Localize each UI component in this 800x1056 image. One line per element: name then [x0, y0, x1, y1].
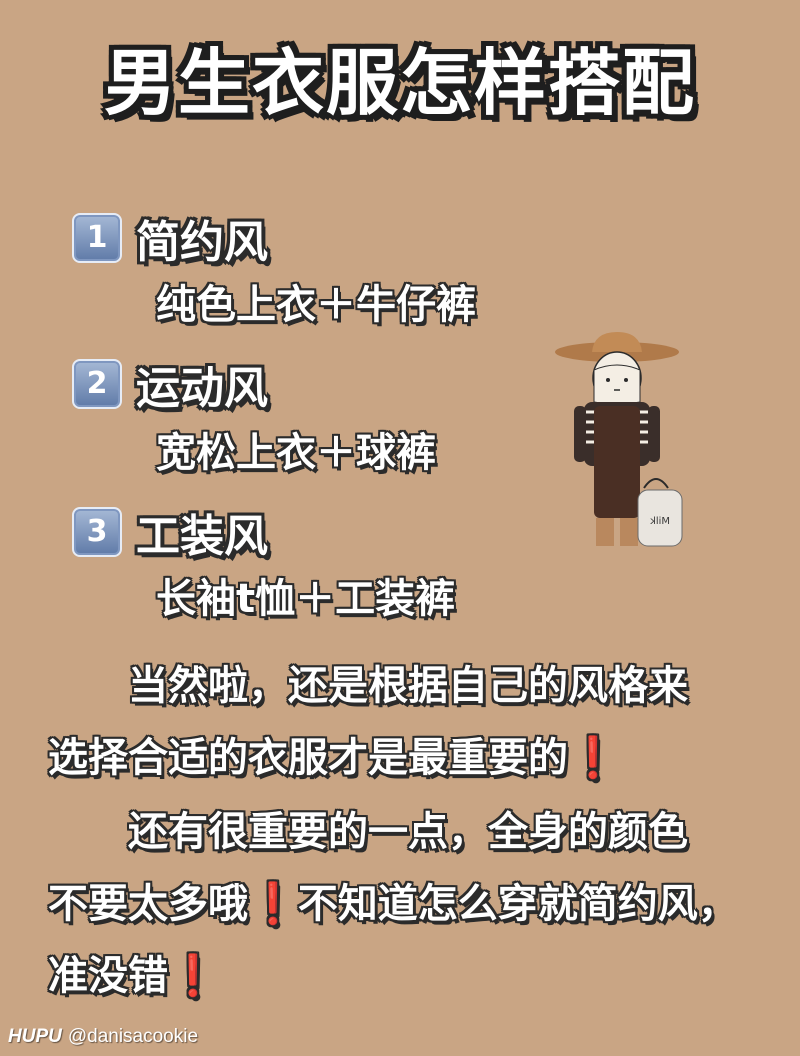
farmer-illustration: Milk: [552, 330, 692, 560]
paragraph-1-line-2-text: 选择合适的衣服才是最重要的: [48, 735, 568, 781]
paragraph-2-line-2a: 不要太多哦: [48, 881, 248, 927]
number-1-badge: 1: [72, 213, 122, 263]
bucket-label: Milk: [650, 516, 670, 527]
paragraph-2-line-2b: 不知道怎么穿就简约风，: [297, 881, 738, 927]
section-3-desc: 长袖t恤＋工装裤: [156, 576, 456, 622]
section-1-desc: 纯色上衣＋牛仔裤: [156, 282, 476, 328]
number-3-badge: 3: [72, 507, 122, 557]
farmer-with-milk-bucket-icon: Milk: [555, 332, 683, 547]
paragraph-2: 还有很重要的一点，全身的颜色 不要太多哦❗不知道怎么穿就简约风， 准没错❗: [48, 796, 768, 1012]
section-2: 2 运动风: [72, 352, 268, 416]
section-1-title: 简约风: [136, 217, 268, 268]
exclamation-icon: ❗: [168, 953, 218, 999]
exclamation-icon: ❗: [248, 881, 298, 927]
paragraph-1-line-2: 选择合适的衣服才是最重要的❗: [48, 722, 768, 794]
section-2-title: 运动风: [136, 363, 268, 414]
paragraph-2-line-3: 准没错❗: [48, 940, 768, 1012]
exclamation-icon: ❗: [568, 735, 618, 781]
paragraph-1: 当然啦，还是根据自己的风格来 选择合适的衣服才是最重要的❗: [48, 650, 768, 794]
watermark-handle: @danisacookie: [67, 1026, 199, 1047]
paragraph-2-line-3-text: 准没错: [48, 953, 168, 999]
section-2-desc: 宽松上衣＋球裤: [156, 430, 436, 476]
section-3: 3 工装风: [72, 500, 268, 564]
paragraph-1-line-1: 当然啦，还是根据自己的风格来: [128, 663, 688, 709]
section-3-title: 工装风: [136, 511, 268, 562]
paragraph-2-line-1: 还有很重要的一点，全身的颜色: [128, 809, 688, 855]
watermark-brand: HUPU: [8, 1026, 62, 1047]
section-1: 1 简约风: [72, 206, 268, 270]
watermark: HUPU @danisacookie: [8, 1026, 198, 1048]
paragraph-2-line-2: 不要太多哦❗不知道怎么穿就简约风，: [48, 868, 768, 940]
number-2-badge: 2: [72, 359, 122, 409]
page-title: 男生衣服怎样搭配: [103, 41, 696, 125]
